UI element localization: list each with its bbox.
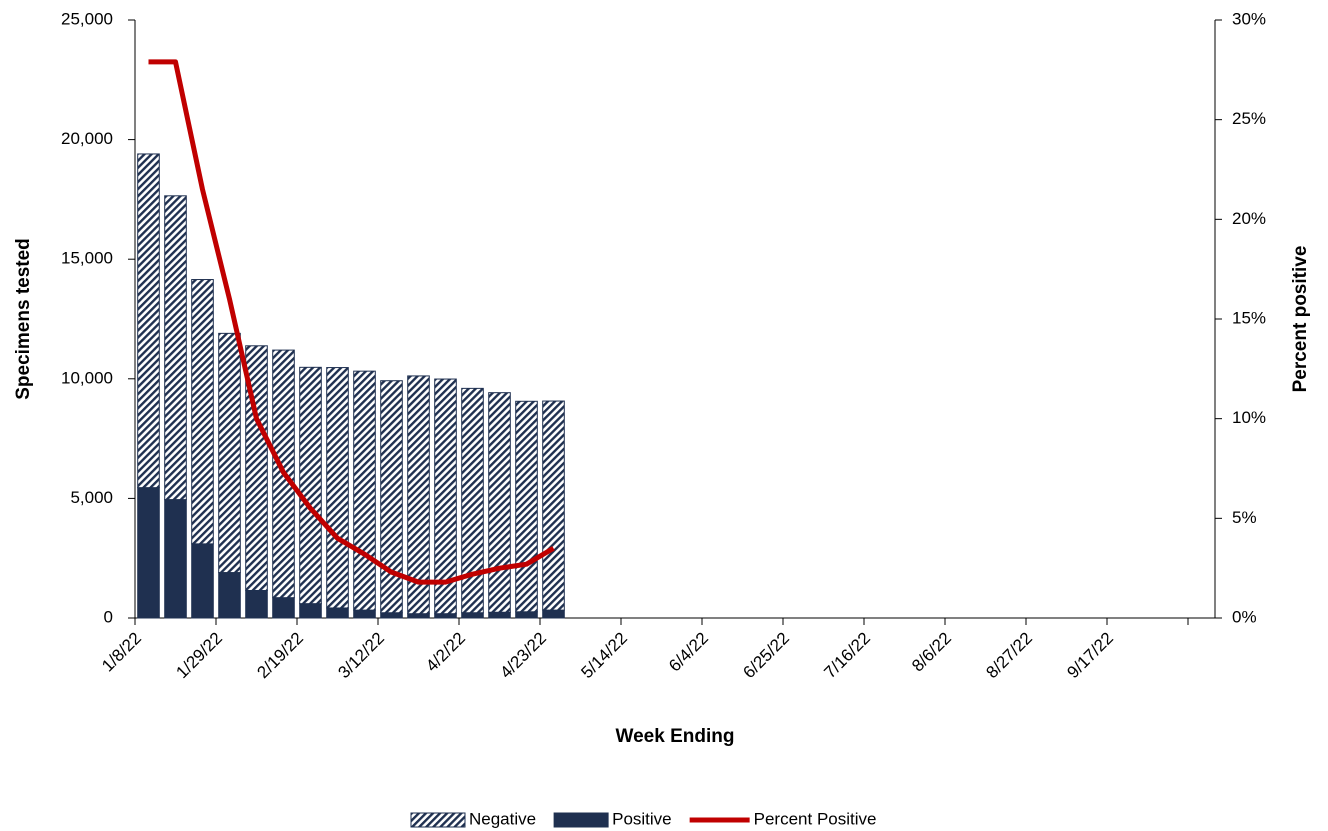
x-axis-title: Week Ending [616,726,735,747]
bar [191,279,214,545]
bar [461,387,484,614]
x-tick-label: 4/23/22 [496,629,550,683]
bar [326,607,349,619]
bar [218,572,241,619]
x-tick-label: 1/8/22 [98,629,145,676]
y2-tick-label: 30% [1232,9,1266,28]
legend-swatch [553,812,609,828]
bar [488,611,511,619]
bar [434,378,457,615]
bar [191,543,214,619]
x-tick-label: 6/25/22 [739,629,793,683]
y2-axis-title: Percent positive [1290,246,1311,393]
y-tick-label: 0 [104,607,113,626]
y2-tick-label: 25% [1232,109,1266,128]
bar [353,370,376,611]
bar [245,345,268,591]
bar [137,153,160,489]
y2-tick-label: 20% [1232,209,1266,228]
y-tick-label: 10,000 [61,368,113,387]
bar [515,611,538,619]
x-tick-label: 2/19/22 [253,629,307,683]
x-tick-label: 8/27/22 [982,629,1036,683]
bar [461,612,484,619]
bar [218,332,241,574]
y-tick-label: 15,000 [61,249,113,268]
legend-label: Negative [469,809,536,828]
y-tick-label: 5,000 [70,488,113,507]
bar [299,366,322,605]
bar [407,613,430,619]
legend-swatch [410,812,466,828]
legend-label: Positive [612,809,672,828]
bar [542,400,565,611]
bar [326,367,349,609]
x-tick-label: 5/14/22 [577,629,631,683]
line [148,59,555,585]
bar [488,392,511,613]
bar [299,603,322,619]
bar [272,597,295,619]
x-tick-label: 6/4/22 [665,629,712,676]
y-tick-label: 25,000 [61,9,113,28]
bar [407,375,430,615]
x-tick-label: 4/2/22 [422,629,469,676]
bar [434,613,457,619]
y-axis-title: Specimens tested [13,238,34,400]
bar [380,612,403,619]
legend-label: Percent Positive [754,809,877,828]
y2-tick-label: 0% [1232,607,1257,626]
x-tick-label: 8/6/22 [908,629,955,676]
y2-tick-label: 15% [1232,308,1266,327]
bar [164,195,187,501]
bar [380,380,403,614]
x-tick-label: 3/12/22 [334,629,388,683]
x-tick-label: 9/17/22 [1063,629,1117,683]
x-tick-label: 7/16/22 [820,629,874,683]
y2-tick-label: 5% [1232,508,1257,527]
x-tick-label: 1/29/22 [172,629,226,683]
y2-tick-label: 10% [1232,408,1266,427]
bar [542,609,565,619]
bar [245,589,268,619]
y-tick-label: 20,000 [61,129,113,148]
bar [137,487,160,619]
bar [515,400,538,613]
bar [164,499,187,619]
bar [353,609,376,619]
